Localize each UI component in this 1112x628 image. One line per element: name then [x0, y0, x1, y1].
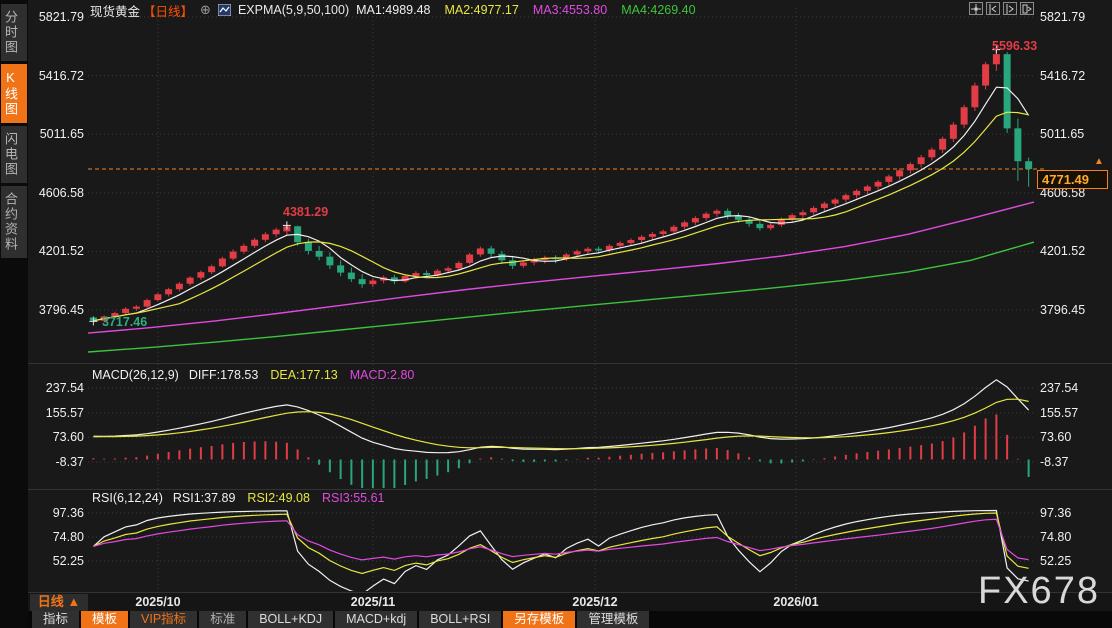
rsi-title: RSI(6,12,24) — [92, 491, 163, 505]
y-axis-label: 52.25 — [1040, 553, 1072, 568]
sidebar-tab-4[interactable]: 合约资料 — [1, 186, 27, 258]
y-axis-label: 4201.52 — [1040, 244, 1086, 259]
bottom-toolbar: 指标 模板 VIP指标 标准 BOLL+KDJ MACD+kdj BOLL+RSI 另存模板管… — [28, 611, 1112, 628]
y-axis-label: 73.60 — [52, 430, 84, 445]
low-annotation: 3717.46 — [102, 315, 148, 329]
y-axis-label: 4606.58 — [1040, 185, 1086, 200]
toolbar-button-6[interactable]: MACD+kdj — [335, 611, 418, 628]
y-axis-label: -8.37 — [1040, 455, 1069, 469]
period-label[interactable]: 【日线】 — [143, 4, 194, 19]
panel-separator — [28, 489, 1112, 490]
y-axis-label: 3796.45 — [38, 303, 84, 317]
x-axis-label: 2025/11 — [350, 595, 396, 609]
y-axis-label: 97.36 — [52, 506, 84, 520]
chart-nav-buttons — [969, 2, 1034, 15]
macd-value-2: DEA:177.13 — [270, 368, 338, 382]
shift-right-icon[interactable] — [1003, 2, 1017, 15]
period-selector[interactable]: 日线 ▲ — [30, 594, 88, 611]
y-axis-label: 5011.65 — [1040, 127, 1085, 142]
rsi-value-3: RSI3:55.61 — [321, 491, 385, 505]
macd-header: MACD(26,12,9) DIFF:178.53 DEA:177.13 MACD:… — [92, 368, 414, 382]
y-axis-label: 3796.45 — [1040, 303, 1086, 317]
chart-header: 现货黄金 【日线】 ⊕ EXPMA(5,9,50,100) MA1:4989.4… — [90, 2, 696, 19]
header-ma-value-2: MA2:4977.17 — [444, 3, 519, 17]
rsi-value-2: RSI2:49.08 — [247, 491, 310, 505]
shift-left-icon[interactable] — [986, 2, 1000, 15]
crosshair-move-icon[interactable] — [969, 2, 983, 15]
indicator-label: EXPMA(5,9,50,100) — [237, 3, 350, 17]
y-axis-label: 52.25 — [52, 553, 84, 568]
symbol-title: 现货黄金 — [90, 4, 141, 19]
x-axis-label: 2025/10 — [135, 595, 181, 609]
y-axis-label: 4201.52 — [38, 244, 84, 259]
toolbar-button-2[interactable]: 模板 — [81, 611, 129, 628]
circle-plus-icon[interactable]: ⊕ — [200, 2, 211, 17]
local-peak-annotation: 4381.29 — [283, 205, 329, 219]
toolbar-button-5[interactable]: BOLL+KDJ — [248, 611, 334, 628]
toolbar-button-1[interactable]: 指标 — [32, 611, 80, 628]
page-forward-icon[interactable] — [1020, 2, 1034, 15]
y-axis-label: 155.57 — [1040, 405, 1079, 420]
y-axis-label: 155.57 — [45, 405, 84, 420]
macd-title: MACD(26,12,9) — [92, 368, 179, 382]
rsi-header: RSI(6,12,24) RSI1:37.89 RSI2:49.08 RSI3:55… — [92, 491, 385, 505]
header-ma-value-1: MA1:4989.48 — [356, 3, 431, 17]
y-axis-label: 5821.79 — [38, 10, 84, 24]
y-axis-label: 237.54 — [45, 381, 84, 396]
macd-value-3: MACD:2.80 — [349, 368, 415, 382]
toolbar-button-3[interactable]: VIP指标 — [130, 611, 198, 628]
panel-separator — [28, 363, 1112, 364]
x-axis-label: 2025/12 — [572, 595, 618, 609]
kline-mini-icon[interactable] — [217, 3, 232, 17]
last-price-tag: 4771.49 — [1037, 170, 1108, 189]
toolbar-button-7[interactable]: BOLL+RSI — [419, 611, 502, 628]
sidebar-tab-1[interactable]: 分时图 — [1, 4, 27, 61]
y-axis-label: 4606.58 — [38, 185, 84, 200]
y-axis-label: 237.54 — [1040, 381, 1079, 396]
header-ma-value-3: MA3:4553.80 — [532, 3, 608, 17]
y-axis-label: 74.80 — [1040, 530, 1072, 544]
x-axis-row: 日线 ▲ 2025/10 2025/11 2025/12 2026/01 — [28, 592, 1112, 611]
y-axis-label: 97.36 — [1040, 506, 1072, 520]
sidebar-tab-3[interactable]: 闪电图 — [1, 126, 27, 183]
y-axis-label: 5011.65 — [39, 127, 84, 142]
rsi-value-1: RSI1:37.89 — [172, 491, 236, 505]
sidebar-tab-2[interactable]: K线图 — [1, 64, 27, 123]
x-axis-label: 2026/01 — [773, 595, 819, 609]
header-ma-value-4: MA4:4269.40 — [621, 3, 696, 17]
y-axis-label: 73.60 — [1040, 430, 1072, 445]
watermark: FX678 — [978, 570, 1100, 612]
toolbar-button-8[interactable]: 另存模板 — [503, 611, 576, 628]
y-axis-label: 5416.72 — [1040, 68, 1086, 83]
ma-values: MA1:4989.48 MA2:4977.17 MA3:4553.80 MA4:426… — [356, 3, 695, 17]
toolbar-button-9[interactable]: 管理模板 — [577, 611, 650, 628]
y-axis-label: 74.80 — [52, 530, 84, 544]
macd-value-1: DIFF:178.53 — [188, 368, 259, 382]
y-axis-label: -8.37 — [55, 455, 85, 469]
y-axis-label: 5821.79 — [1040, 10, 1086, 24]
price-up-arrow-icon: ▲ — [1094, 156, 1104, 167]
y-axis-label: 5416.72 — [38, 68, 84, 83]
toolbar-button-4[interactable]: 标准 — [199, 611, 247, 628]
sidebar: 分时图 K线图闪电图合约资料 — [0, 0, 28, 628]
peak-annotation: 5596.33 — [992, 39, 1038, 53]
